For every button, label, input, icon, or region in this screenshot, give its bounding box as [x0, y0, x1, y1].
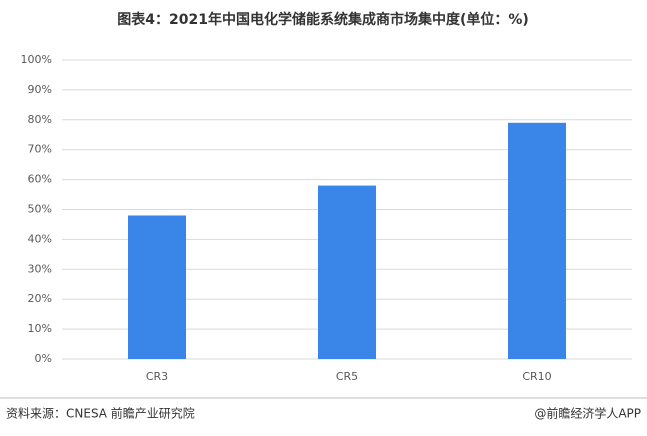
credit: @前瞻经济学人APP: [534, 406, 641, 421]
bar: [508, 122, 566, 359]
y-tick-label: 50%: [28, 203, 52, 216]
y-tick-label: 70%: [28, 143, 52, 156]
y-tick-label: 20%: [28, 292, 52, 305]
x-tick-label: CR10: [522, 370, 551, 383]
chart-title: 图表4：2021年中国电化学储能系统集成商市场集中度(单位：%): [117, 11, 529, 28]
x-tick-label: CR3: [146, 370, 168, 383]
y-tick-label: 40%: [28, 232, 52, 245]
y-tick-label: 100%: [21, 53, 52, 66]
y-tick-label: 10%: [28, 322, 52, 335]
y-tick-label: 60%: [28, 173, 52, 186]
y-tick-label: 0%: [35, 352, 52, 365]
y-tick-label: 30%: [28, 262, 52, 275]
y-tick-label: 90%: [28, 83, 52, 96]
y-tick-label: 80%: [28, 113, 52, 126]
bar: [128, 215, 186, 359]
bar: [318, 185, 376, 359]
source: 资料来源：CNESA 前瞻产业研究院: [6, 406, 195, 421]
x-tick-label: CR5: [336, 370, 358, 383]
